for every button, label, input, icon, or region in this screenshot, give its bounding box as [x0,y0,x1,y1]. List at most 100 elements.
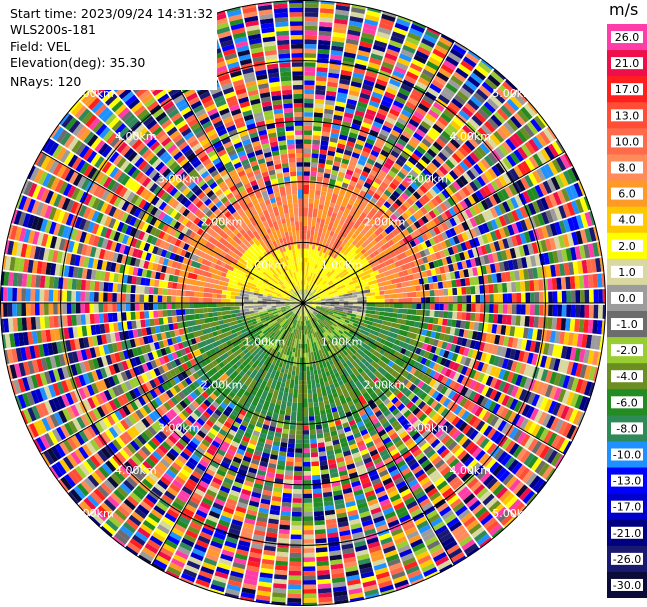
velocity-gate [453,94,467,106]
velocity-gate [500,272,507,283]
velocity-gate [230,299,235,303]
velocity-gate [562,234,570,248]
velocity-gate [351,76,363,84]
velocity-gate [480,104,493,117]
velocity-gate [371,48,385,57]
velocity-gate [293,98,303,104]
velocity-gate [347,199,355,206]
velocity-gate [328,264,337,273]
velocity-gate [494,146,506,159]
velocity-gate [290,171,297,177]
velocity-gate [424,134,435,145]
velocity-gate [176,283,182,290]
velocity-gate [352,72,365,80]
velocity-gate [362,166,372,174]
velocity-gate [363,282,369,287]
velocity-gate [243,71,255,79]
velocity-gate [386,280,392,286]
velocity-gate [375,112,387,121]
velocity-gate [494,217,503,229]
velocity-gate [484,294,490,303]
velocity-gate [402,163,412,173]
velocity-gate [376,137,386,146]
velocity-gate [21,288,27,302]
velocity-gate [237,125,247,133]
velocity-gate [506,118,519,132]
velocity-gate [306,262,310,272]
velocity-gate [258,9,273,16]
velocity-gate [466,295,472,303]
velocity-gate [107,312,114,323]
velocity-gate [570,247,577,261]
velocity-gate [542,180,553,194]
velocity-gate [410,231,418,240]
velocity-gate [269,141,279,148]
velocity-gate [554,264,561,277]
velocity-gate [596,273,603,288]
velocity-gate [341,258,351,267]
velocity-gate [368,100,380,108]
velocity-gate [365,200,376,212]
velocity-gate [296,281,300,291]
velocity-gate [540,148,551,163]
velocity-gate [317,48,330,55]
velocity-gate [506,282,512,293]
velocity-gate [354,143,364,151]
velocity-gate [370,125,381,133]
velocity-gate [274,117,284,124]
velocity-gate [294,221,300,231]
velocity-gate [294,121,303,126]
velocity-gate [483,101,496,114]
velocity-gate [487,74,501,87]
velocity-gate [384,299,390,303]
velocity-gate [442,162,452,173]
velocity-gate [304,43,317,49]
velocity-gate [318,246,325,257]
velocity-gate [407,291,417,298]
velocity-gate [382,177,392,186]
velocity-gate [471,247,479,258]
velocity-gate [284,231,290,242]
velocity-gate [443,59,457,71]
velocity-gate [260,22,275,29]
velocity-gate [317,256,324,266]
velocity-gate [261,27,275,34]
velocity-gate [298,257,302,267]
velocity-gate [380,65,393,74]
velocity-gate [554,221,563,235]
velocity-gate [556,277,562,290]
velocity-gate [248,175,256,183]
velocity-gate [489,242,497,253]
velocity-gate [250,47,264,54]
velocity-gate [375,35,389,44]
velocity-gate [320,3,335,10]
velocity-gate [342,268,348,274]
velocity-gate [498,144,509,157]
velocity-gate [522,244,530,256]
velocity-gate [408,27,424,38]
velocity-gate [324,283,329,287]
velocity-gate [427,109,440,120]
velocity-gate [421,194,431,203]
velocity-gate [449,170,459,181]
velocity-gate [301,294,303,299]
velocity-gate [294,116,303,122]
velocity-gate [409,261,416,268]
velocity-gate [487,152,498,165]
velocity-gate [353,114,364,122]
velocity-gate [34,303,40,316]
velocity-gate [333,293,339,297]
velocity-gate [321,135,330,142]
velocity-gate [416,175,426,185]
velocity-gate [252,140,261,148]
velocity-gate [321,209,328,220]
velocity-gate [311,273,316,283]
velocity-gate [220,39,234,48]
velocity-gate [583,244,591,259]
velocity-gate [405,143,416,153]
velocity-gate [239,58,252,66]
velocity-gate [354,271,360,277]
velocity-gate [458,189,467,200]
velocity-gate [365,14,380,23]
velocity-gate [570,200,580,215]
